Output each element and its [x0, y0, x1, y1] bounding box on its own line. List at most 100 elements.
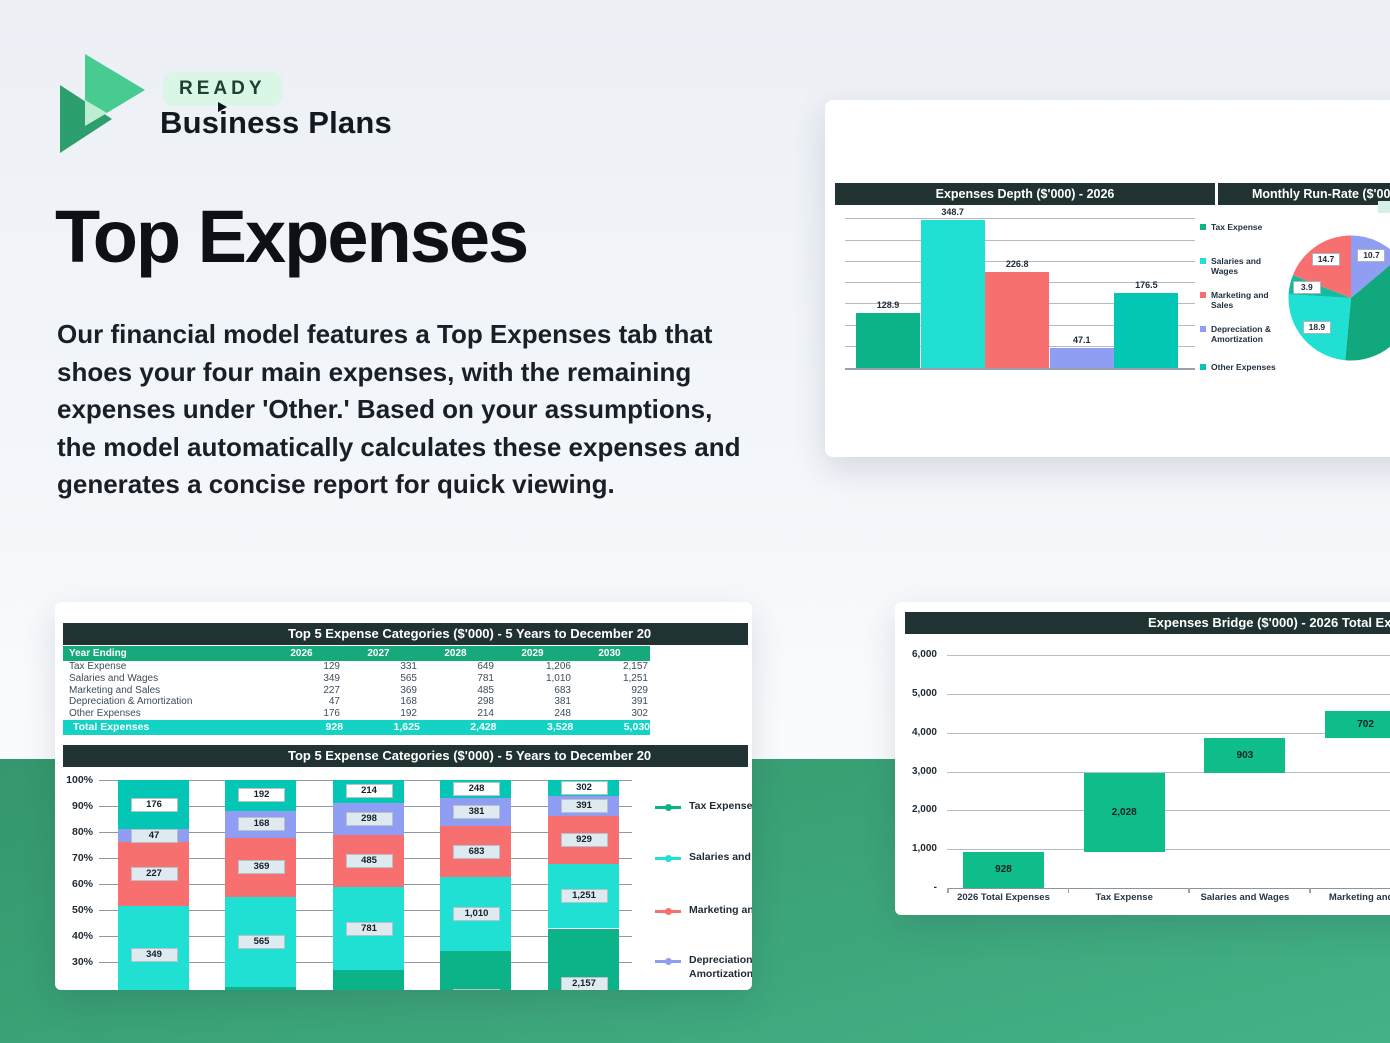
y-tick-label: 5,000: [911, 688, 937, 700]
y-tick-label: 50%: [71, 904, 93, 916]
bar-value-label: 348.7: [941, 207, 964, 217]
bar-value-label: 903: [1236, 749, 1254, 761]
segment-data-label: 192: [238, 788, 285, 803]
legend-dot-marker: [665, 854, 672, 862]
page-description: Our financial model features a Top Expen…: [57, 319, 741, 499]
table-cell: 2,157: [622, 661, 648, 672]
table-row-label: Marketing and Sales: [69, 684, 161, 696]
bar-chart-expenses-depth: 128.9 348.7 226.8 47.1 176.5: [845, 205, 1195, 370]
segment-data-label: 47: [130, 828, 178, 843]
pie-data-label: 18.9: [1302, 321, 1331, 335]
pie-slice: [1292, 235, 1351, 298]
table-cell: 929: [631, 684, 648, 696]
table-cell: 485: [477, 684, 494, 696]
gridline: [845, 260, 1195, 262]
segment-data-label: 349: [130, 947, 178, 962]
gridline: [947, 771, 1390, 773]
table-total-cell: 3,528: [546, 720, 574, 733]
table-row-label: Other Expenses: [69, 708, 141, 720]
segment-data-label: 565: [238, 934, 285, 949]
legend-label: Other Expenses: [1211, 362, 1276, 372]
logo-play-icon: [60, 54, 145, 153]
logo: READY Business Plans: [57, 52, 477, 162]
x-axis-tick: [947, 888, 949, 893]
y-tick-label: 4,000: [911, 726, 937, 738]
pie-slice: [1345, 265, 1390, 361]
gridline: [947, 655, 1390, 657]
table-row: Salaries and Wages 349 565 781 1,010 1,251: [63, 673, 650, 685]
table-header-cell: Year Ending: [69, 648, 127, 659]
legend-label: Salaries and Wages: [1211, 256, 1262, 276]
table-cell: 331: [400, 661, 417, 672]
x-category-label: 2026 Total Expenses: [957, 892, 1050, 903]
page-title: Top Expenses: [55, 195, 529, 278]
table-row-label: Tax Expense: [69, 661, 127, 672]
table-cell: 1,206: [545, 661, 571, 672]
pie-data-label: 3.9: [1292, 281, 1321, 295]
segment-data-label: 2,157: [560, 977, 608, 990]
legend-dot-marker: [665, 957, 672, 965]
table-cell: 1,251: [622, 672, 648, 684]
stacked-bar-segment: [440, 951, 511, 990]
x-axis-tick: [1067, 888, 1070, 893]
waterfall-title: Expenses Bridge ($'000) - 2026 Total Exp…: [905, 612, 1390, 634]
x-category-label: Tax Expense: [1095, 892, 1153, 903]
waterfall-bar: [1204, 738, 1286, 774]
table-total-cell: 1,625: [393, 720, 420, 733]
segment-data-label: 781: [345, 921, 393, 936]
y-tick-label: 3,000: [911, 765, 937, 777]
bar-value-label: 702: [1357, 718, 1374, 730]
segment-data-label: 1,206: [453, 988, 500, 990]
clipped-ui-fragment: [1378, 201, 1390, 213]
y-tick-label: 6,000: [911, 649, 937, 661]
table-cell: 129: [323, 661, 340, 672]
table-row: Marketing and Sales 227 369 485 683 929: [63, 685, 650, 697]
waterfall-bar: [1325, 711, 1390, 739]
waterfall-bar: [963, 852, 1044, 888]
legend-label: Marketing and Sales: [1211, 290, 1269, 310]
x-axis-tick: [1309, 888, 1311, 893]
legend-label: Salaries and Wages: [689, 851, 752, 863]
x-category-label: Salaries and Wages: [1200, 892, 1290, 903]
chart-title-expenses-depth: Expenses Depth ($'000) - 2026: [835, 183, 1215, 205]
table-cell: 192: [400, 708, 417, 720]
segment-data-label: 248: [453, 782, 500, 797]
segment-data-label: 176: [130, 797, 178, 812]
gridline: [845, 239, 1195, 241]
table-cell: 302: [631, 708, 648, 720]
legend-marker: [1200, 224, 1206, 230]
segment-data-label: 381: [453, 805, 500, 820]
segment-data-label: 168: [238, 817, 285, 832]
gridline: [947, 810, 1390, 812]
bar: [856, 313, 920, 368]
brand-wordmark: Business Plans: [160, 102, 392, 141]
table-row: Other Expenses 176 192 214 248 302: [63, 708, 650, 720]
table-header-cell: 2029: [521, 648, 544, 659]
y-tick-label: 70%: [71, 852, 93, 864]
chart-legend: Tax Expense Salaries and Wages Marketing a…: [1200, 222, 1280, 422]
y-tick-label: 100%: [66, 774, 93, 786]
bar-value-label: 176.5: [1135, 280, 1158, 291]
stacked-bar-segment: [225, 987, 296, 990]
y-tick-label: 30%: [71, 956, 93, 968]
segment-data-label: 302: [560, 780, 608, 795]
segment-data-label: 214: [345, 784, 393, 799]
chart-title-monthly-run-rate: Monthly Run-Rate ($'000) -: [1218, 183, 1390, 205]
table-cell: 781: [477, 672, 494, 684]
table-cell: 369: [400, 684, 417, 696]
table-header-cell: 2026: [290, 648, 313, 659]
gridline: [947, 849, 1390, 851]
waterfall-bar: [1083, 773, 1165, 852]
brand-i-triangle-icon: [218, 102, 227, 112]
table-row: Tax Expense 129 331 649 1,206 2,157: [63, 661, 650, 673]
y-tick-label: -: [933, 882, 937, 893]
table-total-label: Total Expenses: [73, 720, 150, 733]
bar-value-label: 928: [995, 864, 1012, 875]
gridline: [947, 732, 1390, 734]
y-tick-label: 1,000: [911, 843, 937, 855]
table-cell: 649: [477, 661, 494, 672]
bar: [1114, 293, 1179, 368]
table-row-label: Depreciation & Amortization: [69, 696, 193, 708]
brand-text: Business Plans: [160, 105, 392, 140]
table-cell: 565: [400, 672, 417, 684]
